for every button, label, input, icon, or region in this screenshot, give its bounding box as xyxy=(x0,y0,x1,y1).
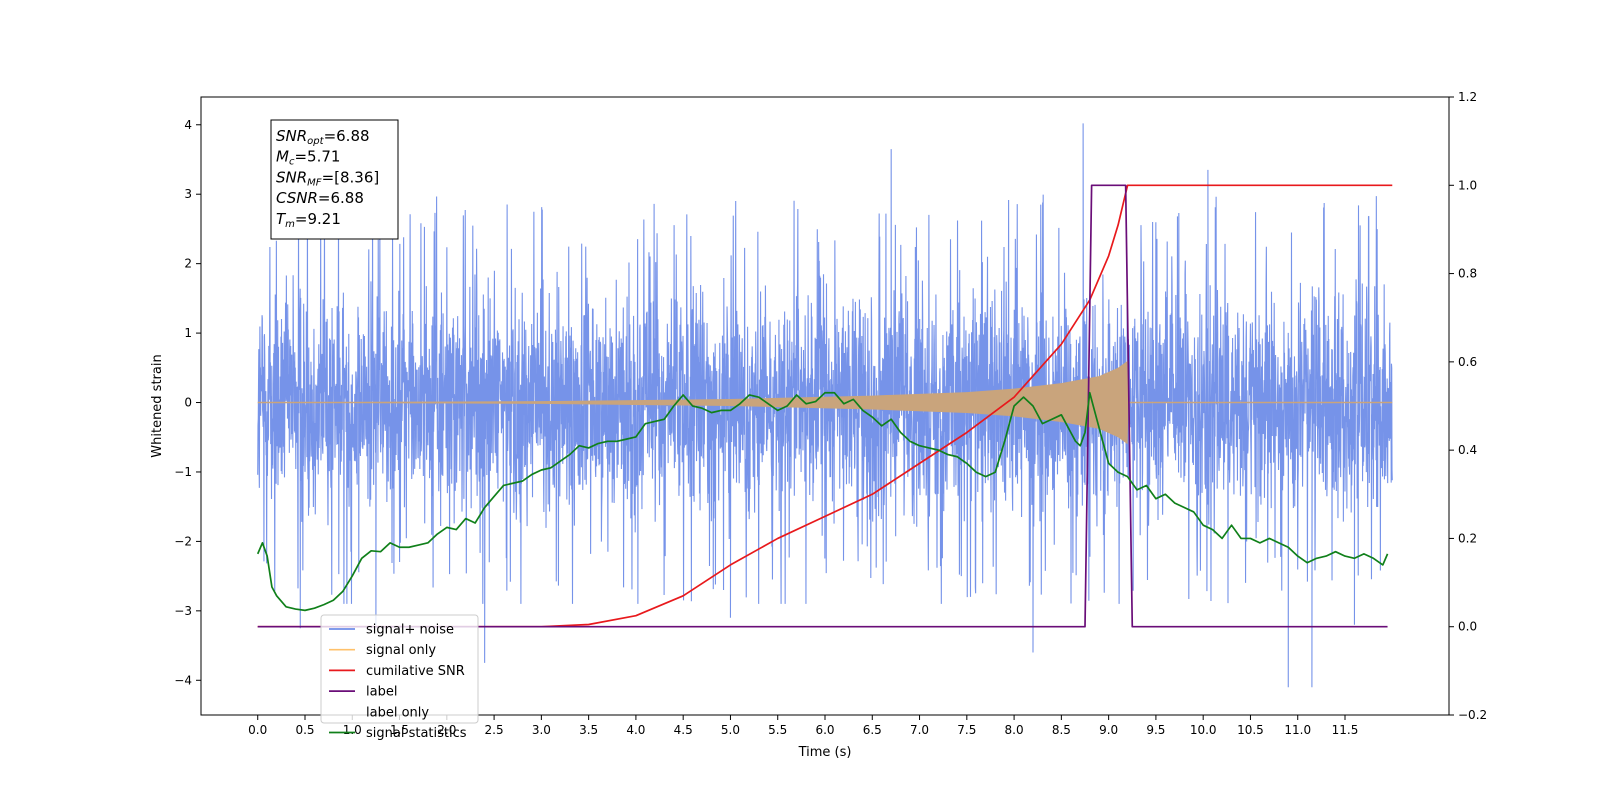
x-tick-label: 11.0 xyxy=(1284,723,1311,737)
x-tick-label: 2.5 xyxy=(485,723,504,737)
x-tick-label: 1.0 xyxy=(343,723,362,737)
x-axis: 0.0 0.5 1.0 1.5 2.0 2.5 3.0 3.5 4.0 4.5 5.0 5.5 6.0 6… xyxy=(248,715,1358,737)
legend-frame xyxy=(320,614,479,724)
snr-series xyxy=(257,184,1393,628)
x-tick-label: 5.0 xyxy=(721,723,740,737)
x-tick-label: 4.0 xyxy=(626,723,645,737)
x-tick-label: 5.5 xyxy=(768,723,787,737)
y-right-tick-label: −0.2 xyxy=(1458,708,1487,722)
annotation-line: Mc=5.71 xyxy=(276,148,340,168)
noise-line xyxy=(257,123,1393,688)
y-right-tick-label: 0.8 xyxy=(1458,267,1477,281)
label-series xyxy=(257,184,1388,628)
y-right-tick-label: 0.4 xyxy=(1458,443,1477,457)
x-tick-label: 3.0 xyxy=(532,723,551,737)
x-tick-label: 9.0 xyxy=(1099,723,1118,737)
y-left-tick-label: 0 xyxy=(184,396,192,410)
x-tick-label: 7.0 xyxy=(910,723,929,737)
annotation-line: Tm=9.21 xyxy=(276,210,341,230)
y-right-tick-label: 0.2 xyxy=(1458,531,1477,545)
y-axis-right: −0.2 0.0 0.2 0.4 0.6 0.8 1.0 1.2 xyxy=(1449,90,1487,722)
y-right-tick-label: 1.0 xyxy=(1458,178,1477,192)
y-right-tick-label: 1.2 xyxy=(1458,90,1477,104)
x-tick-label: 0.0 xyxy=(248,723,267,737)
annotation-line: CSNR=6.88 xyxy=(276,189,364,207)
y-right-tick-label: 0.6 xyxy=(1458,355,1477,369)
x-tick-label: 8.0 xyxy=(1005,723,1024,737)
x-tick-label: 0.5 xyxy=(295,723,314,737)
x-tick-label: 3.5 xyxy=(579,723,598,737)
y-left-tick-label: 2 xyxy=(184,257,192,271)
legend-label: signal+ noise xyxy=(366,623,454,638)
x-tick-label: 4.5 xyxy=(674,723,693,737)
legend: signal+ noise signal only cumilative SNR la… xyxy=(320,614,479,741)
x-tick-label: 6.5 xyxy=(863,723,882,737)
y-left-tick-label: −1 xyxy=(174,465,192,479)
x-tick-label: 1.5 xyxy=(390,723,409,737)
legend-label: signal only xyxy=(366,643,436,658)
snr-line xyxy=(257,184,1393,628)
y-left-tick-label: −4 xyxy=(174,673,192,687)
x-tick-label: 11.5 xyxy=(1332,723,1359,737)
x-axis-label: Time (s) xyxy=(798,745,852,760)
noise-series xyxy=(257,123,1393,688)
signal-series xyxy=(257,360,1393,445)
x-tick-label: 10.5 xyxy=(1237,723,1264,737)
y-left-tick-label: −2 xyxy=(174,534,192,548)
y-left-tick-label: −3 xyxy=(174,604,192,618)
stats-series xyxy=(256,391,1389,612)
y-axis-left: −4 −3 −2 −1 0 1 2 3 4 xyxy=(174,118,201,687)
x-tick-label: 2.0 xyxy=(437,723,456,737)
legend-label: signal statistics xyxy=(366,726,467,741)
y-left-tick-label: 4 xyxy=(184,118,192,132)
x-tick-label: 8.5 xyxy=(1052,723,1071,737)
plot-area xyxy=(256,123,1393,688)
annotation-line: SNRMF=[8.36] xyxy=(276,168,379,188)
x-tick-label: 9.5 xyxy=(1146,723,1165,737)
y-left-tick-label: 1 xyxy=(184,326,192,340)
legend-label: label xyxy=(366,685,397,700)
y-left-tick-label: 3 xyxy=(184,187,192,201)
legend-label: label only xyxy=(366,705,429,720)
y-axis-left-label: Whitened strain xyxy=(150,354,165,457)
x-tick-label: 10.0 xyxy=(1190,723,1217,737)
label-line xyxy=(257,184,1388,628)
y-right-tick-label: 0.0 xyxy=(1458,620,1477,634)
legend-label: cumilative SNR xyxy=(366,664,465,679)
stats-line xyxy=(256,391,1389,612)
annotation-frame xyxy=(270,119,399,240)
x-tick-label: 7.5 xyxy=(957,723,976,737)
annotation-line: SNRopt=6.88 xyxy=(276,127,370,147)
x-tick-label: 6.0 xyxy=(815,723,834,737)
